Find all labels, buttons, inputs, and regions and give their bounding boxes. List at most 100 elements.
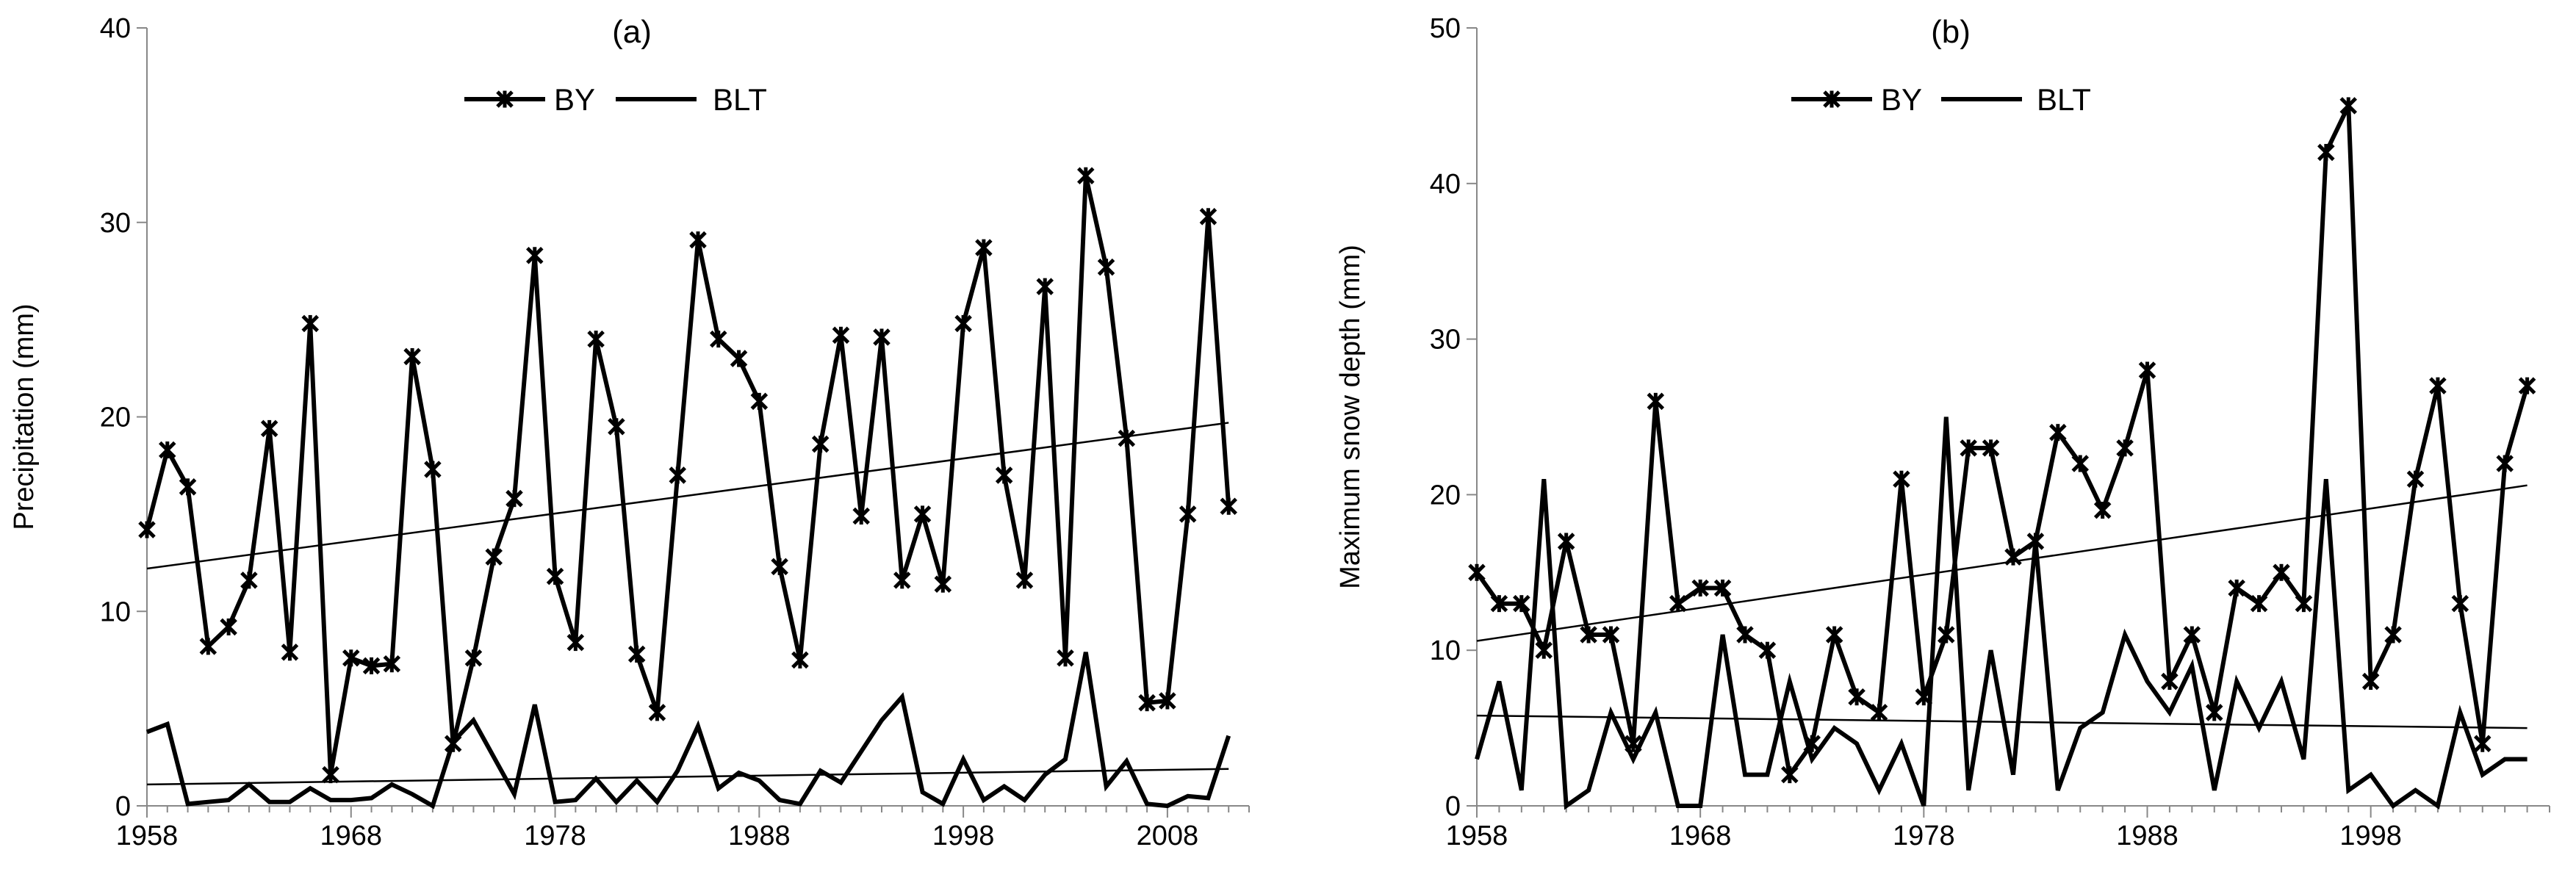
series-line-blt <box>1475 417 2528 810</box>
data-point-by <box>1781 765 1799 784</box>
data-point-by <box>1179 505 1197 523</box>
data-point-by <box>1848 688 1866 706</box>
trendline-by <box>146 422 1229 570</box>
y-tick-label: 50 <box>1430 13 1461 44</box>
data-point-by <box>424 461 442 478</box>
data-point-by <box>2228 579 2245 597</box>
data-point-by <box>2361 672 2380 691</box>
y-tick-label: 0 <box>1445 791 1461 822</box>
data-point-by <box>2250 594 2268 613</box>
series-line-blt <box>145 652 1231 810</box>
legend: BY BLT <box>464 82 767 117</box>
data-point-by <box>873 328 891 346</box>
x-tick-label: 1958 <box>1446 821 1508 851</box>
data-point-by <box>2093 501 2112 519</box>
data-point-by <box>1490 594 1508 613</box>
data-point-by <box>689 231 707 249</box>
data-point-by <box>2429 377 2447 394</box>
y-tick-label: 10 <box>100 596 131 627</box>
series-line-by <box>145 175 1231 776</box>
data-point-by <box>669 466 686 484</box>
data-point-by <box>627 645 646 663</box>
data-point-by <box>464 649 483 667</box>
legend: BY BLT <box>1791 82 2091 117</box>
data-point-by <box>1580 626 1597 644</box>
data-point-by <box>975 239 993 256</box>
data-point-by <box>2295 594 2313 613</box>
data-point-by <box>2161 672 2179 691</box>
data-point-by <box>1015 572 1034 589</box>
data-point-by <box>2384 626 2402 644</box>
data-point-by <box>2473 735 2492 753</box>
data-point-by <box>995 466 1013 484</box>
trendline-by <box>1476 484 2528 642</box>
x-tick-label: 1968 <box>320 821 383 851</box>
chart-title: (b) <box>1931 14 1971 50</box>
data-point-by <box>2116 439 2134 457</box>
legend-label-blt: BLT <box>713 82 767 117</box>
data-point-by <box>771 558 788 576</box>
x-tick-label: 1988 <box>728 821 791 851</box>
data-point-by <box>1669 594 1687 613</box>
data-point-by <box>2451 594 2469 613</box>
data-point-by <box>832 326 850 345</box>
legend-marker-by <box>496 90 514 108</box>
data-point-by <box>710 330 727 348</box>
legend-label-blt: BLT <box>2037 82 2091 117</box>
data-point-by <box>791 651 809 669</box>
data-point-by <box>485 548 503 566</box>
data-point-by <box>159 441 176 459</box>
data-point-by <box>608 417 625 436</box>
x-tick-label: 1998 <box>932 821 995 851</box>
data-point-by <box>1220 497 1237 516</box>
y-tick-label: 20 <box>1430 480 1461 511</box>
y-tick-label: 40 <box>100 13 131 44</box>
data-point-by <box>240 572 258 589</box>
chart-panel-a: 0 10 20 30 40 1958 1968 1978 1988 1998 2008 Precipi… <box>9 13 1250 851</box>
y-tick-label: 30 <box>1430 325 1461 356</box>
legend-marker-by <box>1823 90 1841 108</box>
x-tick-label: 1988 <box>2116 821 2179 851</box>
data-point-by <box>1097 258 1115 276</box>
data-point-by <box>1870 704 1888 721</box>
data-point-by <box>383 655 401 673</box>
data-point-by <box>1960 439 1977 457</box>
legend-label-by: BY <box>1881 82 1922 117</box>
y-tick-label: 0 <box>115 791 131 822</box>
data-point-by <box>1118 429 1136 447</box>
data-point-by <box>1138 693 1156 712</box>
data-point-by <box>546 567 564 585</box>
data-point-by <box>342 649 360 667</box>
data-point-by <box>1513 594 1530 613</box>
data-point-by <box>1758 641 1777 659</box>
data-point-by <box>1893 470 1910 488</box>
data-point-by <box>403 347 421 366</box>
data-point-by <box>648 704 666 721</box>
data-point-by <box>730 350 748 367</box>
data-point-by <box>587 330 605 348</box>
data-point-by <box>1982 439 2000 457</box>
data-point-by <box>1691 579 1709 597</box>
data-point-by <box>2518 377 2536 394</box>
data-point-by <box>260 419 278 438</box>
y-tick-label: 30 <box>100 208 131 239</box>
data-point-by <box>322 765 339 784</box>
data-point-by <box>1736 626 1754 644</box>
data-point-by <box>2049 423 2067 441</box>
data-point-by <box>506 489 523 508</box>
data-point-by <box>1557 533 1575 550</box>
data-point-by <box>220 618 237 636</box>
data-point-by <box>362 657 381 675</box>
legend-label-by: BY <box>554 82 595 117</box>
data-point-by <box>1199 208 1217 226</box>
x-tick-label: 1978 <box>524 821 586 851</box>
y-tick-label: 10 <box>1430 635 1461 666</box>
data-point-by <box>281 644 299 661</box>
data-point-by <box>2273 563 2290 582</box>
data-point-by <box>852 507 870 525</box>
x-tick-label: 1998 <box>2339 821 2402 851</box>
trendline-blt <box>146 768 1229 786</box>
data-point-by <box>1937 626 1955 644</box>
data-point-by <box>913 505 932 523</box>
